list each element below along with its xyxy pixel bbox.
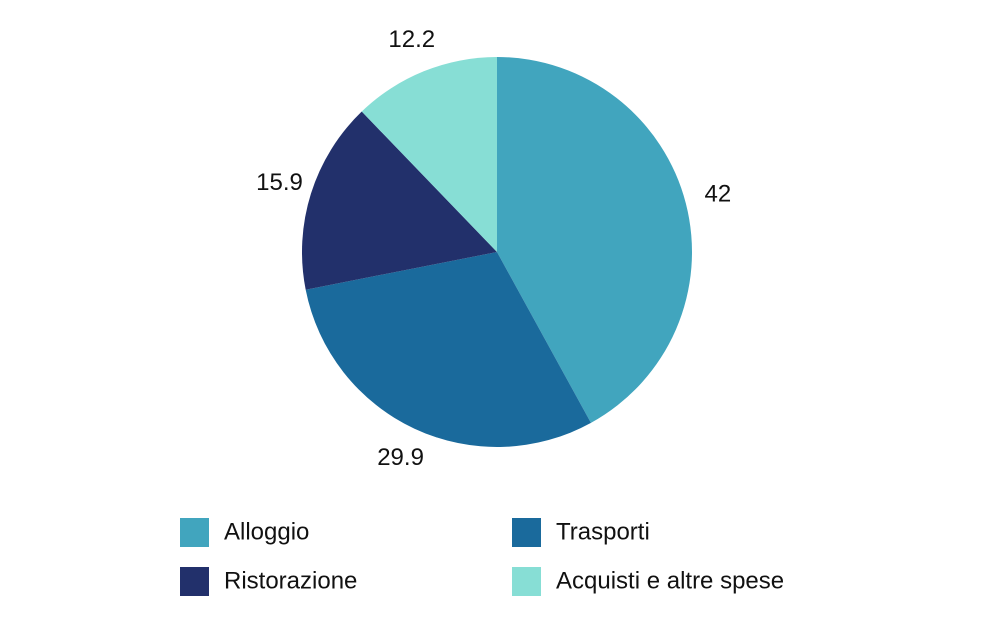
data-label: 12.2	[388, 26, 435, 53]
legend-swatch	[512, 518, 541, 547]
pie-slice	[302, 111, 497, 290]
pie-slice	[305, 252, 591, 447]
legend-swatch	[180, 518, 209, 547]
legend-label: Alloggio	[224, 518, 309, 545]
legend-label: Ristorazione	[224, 567, 357, 594]
pie-slice	[361, 57, 497, 252]
legend-swatch	[512, 567, 541, 596]
data-label: 15.9	[256, 169, 303, 196]
pie-slice	[497, 57, 692, 423]
data-label: 42	[704, 181, 731, 208]
legend-swatch	[180, 567, 209, 596]
legend-label: Trasporti	[556, 518, 650, 545]
legend-label: Acquisti e altre spese	[556, 567, 784, 594]
data-label: 29.9	[377, 444, 424, 471]
